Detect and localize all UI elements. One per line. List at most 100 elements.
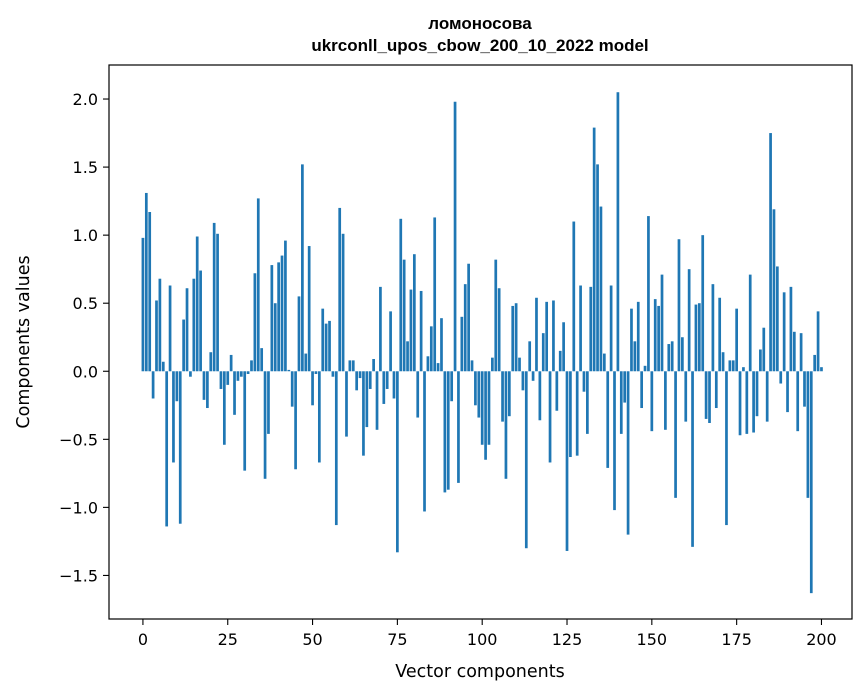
bar-70	[379, 286, 382, 372]
bar-5	[158, 278, 162, 372]
bar-27	[233, 371, 236, 415]
bar-76	[399, 218, 403, 372]
bar-171	[721, 352, 725, 372]
bar-197	[809, 371, 813, 594]
x-tick-label: 100	[467, 630, 498, 649]
bar-102	[487, 371, 491, 445]
bar-173	[728, 360, 732, 372]
bar-84	[426, 356, 430, 372]
bar-128	[575, 371, 579, 456]
bar-94	[460, 316, 464, 372]
bar-25	[226, 371, 230, 385]
bar-52	[317, 371, 321, 463]
bar-64	[358, 371, 362, 379]
bar-83	[423, 371, 426, 512]
bar-194	[799, 333, 803, 372]
bar-174	[731, 360, 735, 372]
bar-17	[199, 270, 202, 372]
bar-150	[650, 371, 654, 432]
bar-186	[772, 209, 776, 372]
bar-3	[151, 371, 155, 399]
y-tick-label: 1.5	[73, 158, 98, 177]
bar-120	[548, 371, 552, 463]
bar-175	[735, 308, 738, 372]
x-axis-ticks: 0 25 50 75 100 125 150 175 200	[138, 619, 837, 649]
bar-22	[216, 233, 219, 372]
chart-title-line1: ломоносова	[428, 14, 532, 33]
bar-18	[202, 371, 206, 400]
y-tick-label: −1.5	[59, 566, 98, 585]
bar-104	[494, 259, 498, 372]
bar-125	[565, 371, 569, 551]
bar-59	[341, 233, 345, 372]
bar-97	[470, 360, 474, 372]
bar-2	[148, 212, 152, 372]
bar-78	[406, 341, 409, 372]
bar-40	[277, 262, 280, 372]
bar-151	[653, 299, 657, 372]
bars-group	[141, 92, 823, 594]
bar-55	[328, 320, 331, 372]
bar-145	[633, 341, 637, 372]
x-tick-label: 50	[302, 630, 322, 649]
bar-47	[301, 164, 304, 372]
bar-62	[351, 360, 355, 372]
y-tick-label: −1.0	[59, 498, 98, 517]
bar-35	[260, 348, 264, 372]
bar-136	[602, 353, 606, 372]
bar-51	[314, 371, 318, 374]
bar-86	[433, 217, 437, 372]
bar-168	[711, 284, 715, 372]
bar-131	[586, 371, 589, 434]
bar-137	[606, 371, 610, 468]
bar-63	[355, 371, 359, 391]
bar-109	[511, 305, 515, 372]
bar-53	[321, 308, 325, 372]
x-tick-label: 25	[218, 630, 238, 649]
bar-46	[297, 296, 301, 372]
bar-32	[250, 360, 253, 372]
bar-161	[687, 269, 691, 372]
bar-60	[345, 371, 348, 437]
bar-58	[338, 207, 342, 372]
bar-33	[253, 273, 257, 372]
bar-9	[172, 371, 175, 463]
x-tick-label: 200	[806, 630, 837, 649]
bar-73	[389, 311, 392, 372]
bar-56	[331, 371, 335, 377]
bar-167	[708, 371, 711, 423]
y-axis-label: Components values	[14, 255, 34, 428]
bar-10	[175, 371, 179, 402]
chart-title-line2: ukrconll_upos_cbow_200_10_2022 model	[311, 36, 648, 55]
bar-20	[209, 352, 213, 372]
x-tick-label: 125	[552, 630, 583, 649]
bar-50	[311, 371, 314, 406]
bar-117	[538, 371, 542, 421]
bar-154	[664, 371, 667, 430]
bar-12	[182, 319, 185, 372]
bar-200	[820, 367, 823, 372]
x-tick-label: 175	[721, 630, 752, 649]
bar-29	[239, 371, 243, 377]
bar-49	[307, 246, 311, 372]
x-tick-label: 0	[138, 630, 148, 649]
bar-68	[372, 359, 375, 372]
bar-6	[161, 361, 165, 372]
bar-1	[144, 192, 148, 372]
bar-101	[484, 371, 487, 460]
bar-149	[647, 216, 650, 372]
bar-142	[623, 371, 627, 403]
bar-115	[531, 371, 535, 381]
bar-15	[192, 278, 196, 372]
bar-80	[412, 254, 416, 372]
bar-188	[779, 371, 783, 384]
bar-45	[294, 371, 297, 470]
bar-169	[714, 371, 718, 409]
bar-144	[630, 308, 633, 372]
bar-166	[704, 371, 708, 419]
bar-106	[501, 371, 504, 422]
bar-79	[409, 289, 413, 372]
bar-122	[555, 371, 559, 411]
y-tick-label: −0.5	[59, 430, 98, 449]
